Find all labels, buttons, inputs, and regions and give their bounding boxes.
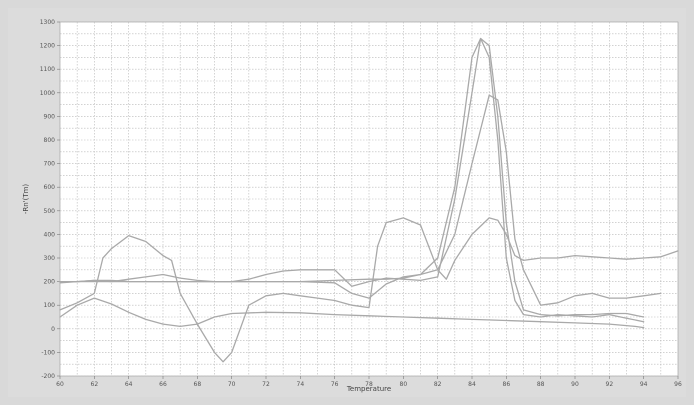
x-tick-label: 82 [434,381,442,388]
y-tick-label: 1100 [40,66,55,73]
x-tick-label: 70 [228,381,236,388]
chart-frame: 60 62 64 66 68 70 72 74 76 78 80 82 84 86 88 90 92 94 96 -… [8,8,686,397]
series-line-5 [59,217,679,363]
x-tick-label: 62 [91,381,99,388]
x-tick-label: 88 [537,381,545,388]
y-tick-label: 900 [44,113,56,120]
y-tick-label: 100 [44,302,56,309]
x-tick-label: 90 [571,381,579,388]
x-tick-label: 72 [262,381,270,388]
x-tick-label: 78 [365,381,373,388]
x-tick-label: 60 [56,381,64,388]
y-tick-label: 1300 [40,19,55,26]
x-tick-label: 66 [159,381,167,388]
series-lines [59,37,679,363]
melt-curve-chart: 60 62 64 66 68 70 72 74 76 78 80 82 84 86 88 90 92 94 96 -… [22,19,682,393]
y-tick-label: 1200 [40,43,55,50]
x-tick-label: 64 [125,381,133,388]
x-axis-ticks: 60 62 64 66 68 70 72 74 76 78 80 82 84 86 88 90 92 94 96 [56,376,682,388]
x-tick-label: 92 [606,381,614,388]
y-tick-label: -200 [41,373,55,380]
y-tick-label: 1000 [40,90,55,97]
series-line-1 [59,297,645,329]
x-tick-label: 76 [331,381,339,388]
y-tick-label: 300 [44,255,56,262]
y-tick-label: 400 [44,231,56,238]
y-axis-ticks: -200 -100 0 100 200 300 400 500 600 700 800 900 1000… [40,19,60,380]
x-tick-label: 68 [194,381,202,388]
x-tick-label: 94 [640,381,648,388]
x-tick-label: 80 [400,381,408,388]
y-tick-label: 700 [44,161,56,168]
x-tick-label: 96 [674,381,682,388]
y-tick-label: 800 [44,137,56,144]
y-tick-label: 500 [44,208,56,215]
y-tick-label: 600 [44,184,56,191]
y-axis-title: -Rn'(Tm) [22,184,30,215]
x-tick-label: 84 [468,381,476,388]
y-tick-label: 200 [44,279,56,286]
grid-lines [59,21,679,377]
series-line-3 [59,37,645,323]
y-tick-label: 0 [51,326,55,333]
x-tick-label: 74 [297,381,305,388]
x-axis-title: Temperature [346,385,391,393]
series-line-4 [59,94,662,306]
x-tick-label: 86 [503,381,511,388]
y-tick-label: -100 [41,349,55,356]
